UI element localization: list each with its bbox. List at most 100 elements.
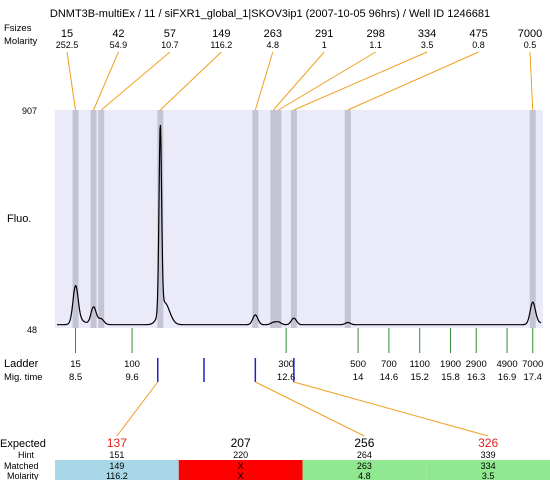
peak-callout-line	[347, 51, 479, 111]
ladder-time-label: 15.8	[441, 372, 460, 383]
peak-size-label: 291	[315, 28, 333, 40]
ladder-size-label: 1900	[440, 359, 461, 370]
peak-callout-line	[278, 51, 376, 111]
ladder-size-label: 300	[278, 359, 294, 370]
matched-cell-1	[178, 460, 303, 480]
peak-size-label: 15	[61, 28, 73, 40]
ladder-time-label: 8.5	[69, 372, 82, 383]
peak-molarity-label: 1	[322, 40, 327, 50]
expected-connector-0	[116, 381, 159, 437]
ladder-size-label: 2900	[466, 359, 487, 370]
matched-value: 149	[109, 461, 124, 471]
matched-value: 263	[357, 461, 372, 471]
peak-size-label: 7000	[518, 28, 542, 40]
ladder-time-label: 12.6	[277, 372, 296, 383]
molarity-value: 4.8	[358, 471, 371, 480]
y-axis-label: Fluo.	[7, 213, 31, 225]
peak-band-4	[252, 110, 259, 328]
ladder-size-label: 100	[124, 359, 140, 370]
y-tick-top: 907	[22, 106, 37, 116]
peak-molarity-label: 10.7	[161, 40, 179, 50]
matched-cell-0	[55, 460, 179, 480]
ladder-time-label: 16.3	[467, 372, 486, 383]
peak-molarity-label: 1.1	[369, 40, 382, 50]
plot-area	[55, 110, 543, 328]
molarity-value: X	[238, 471, 244, 480]
peak-band-3	[157, 110, 164, 328]
peak-band-8	[344, 110, 351, 328]
peak-size-label: 57	[164, 28, 176, 40]
ladder-time-label: 9.6	[125, 372, 138, 383]
matched-label: Matched	[4, 461, 39, 471]
expected-size: 256	[354, 436, 374, 450]
ladder-size-label: 15	[70, 359, 81, 370]
molarity-value: 3.5	[482, 471, 495, 480]
expected-size: 137	[107, 436, 127, 450]
ladder-size-label: 1100	[409, 359, 429, 370]
ladder-time-label: 14.6	[380, 372, 399, 383]
matched-cell-3	[426, 460, 550, 480]
peak-molarity-label: 4.8	[267, 40, 280, 50]
hint-value: 220	[233, 450, 248, 460]
peak-highlight-bands	[72, 110, 536, 328]
hint-value: 151	[109, 450, 124, 460]
expected-size: 207	[231, 436, 251, 450]
expected-label: Expected	[0, 438, 46, 450]
peak-callout-line	[529, 51, 534, 111]
mig-time-label: Mig. time	[4, 372, 43, 383]
peak-callout-line	[254, 51, 274, 111]
ladder-time-label: 14	[353, 372, 364, 383]
ladder-size-label: 7000	[522, 359, 543, 370]
peak-band-6	[275, 110, 282, 328]
callout-lines	[66, 51, 534, 111]
peak-molarity-label: 54.9	[110, 40, 128, 50]
peak-band-7	[290, 110, 297, 328]
fluorescence-trace	[57, 124, 542, 326]
peak-band-2	[98, 110, 105, 328]
peak-size-label: 334	[418, 28, 436, 40]
peak-molarity-label: 0.5	[524, 40, 537, 50]
peak-band-0	[72, 110, 79, 328]
expected-table: 137151149116.2207220XX2562642634.8326339…	[55, 436, 550, 481]
hint-label: Hint	[18, 450, 35, 460]
peak-band-5	[270, 110, 277, 328]
ladder-size-label: 500	[350, 359, 366, 370]
ladder-time-label: 16.9	[498, 372, 517, 383]
molarity-row-label: Molarity	[7, 471, 39, 480]
chart-title: DNMT3B-multiEx / 11 / siFXR1_global_1|SK…	[50, 8, 490, 20]
peak-size-label: 263	[264, 28, 282, 40]
peak-callout-line	[93, 51, 119, 111]
peak-molarity-label: 116.2	[210, 40, 232, 50]
expected-connector-3	[293, 381, 489, 437]
peak-size-label: 149	[212, 28, 230, 40]
matched-value: 334	[481, 461, 496, 471]
peak-callout-line	[159, 51, 222, 111]
hint-value: 339	[481, 450, 496, 460]
peak-band-1	[90, 110, 97, 328]
peak-callout-line	[293, 51, 428, 111]
peak-size-label: 298	[366, 28, 384, 40]
peak-callout-line	[272, 51, 325, 111]
expected-markers	[116, 358, 489, 437]
expected-size: 326	[478, 436, 498, 450]
peak-callout-line	[66, 51, 77, 111]
peak-molarity-label: 0.8	[472, 40, 485, 50]
ladder-size-label: 700	[381, 359, 397, 370]
fsizes-label: Fsizes	[4, 23, 32, 34]
ladder-time-label: 15.2	[410, 372, 429, 383]
peak-band-9	[529, 110, 536, 328]
ladder-label: Ladder	[4, 358, 39, 370]
peak-size-label: 475	[469, 28, 487, 40]
peak-molarity-label: 3.5	[421, 40, 434, 50]
y-tick-bottom: 48	[27, 325, 37, 335]
peak-size-label: 42	[112, 28, 124, 40]
hint-value: 264	[357, 450, 372, 460]
peak-callout-line	[100, 51, 171, 111]
ladder-time-label: 17.4	[523, 372, 542, 383]
molarity-value: 116.2	[106, 471, 128, 480]
matched-value: X	[238, 461, 244, 471]
matched-cell-2	[302, 460, 427, 480]
